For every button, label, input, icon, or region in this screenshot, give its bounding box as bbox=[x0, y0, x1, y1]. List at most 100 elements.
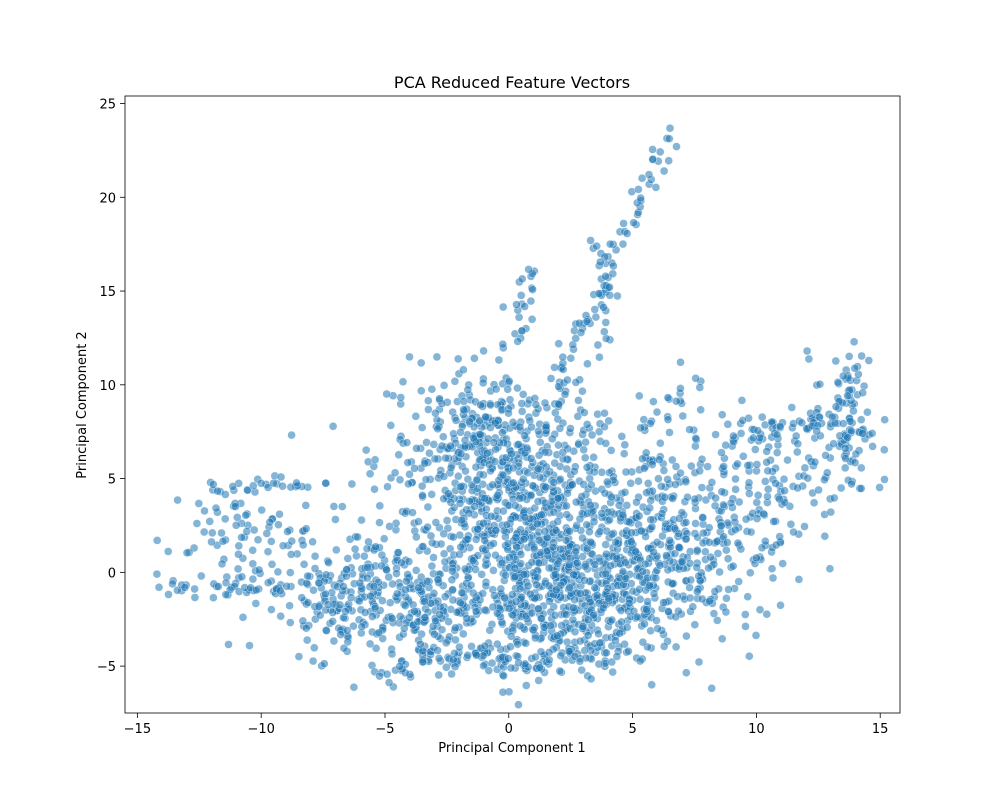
scatter-point bbox=[224, 640, 233, 649]
scatter-point bbox=[180, 583, 190, 592]
scatter-point bbox=[387, 614, 397, 623]
scatter-point bbox=[427, 384, 437, 394]
scatter-point bbox=[471, 535, 481, 544]
scatter-point bbox=[511, 501, 520, 510]
scatter-point bbox=[522, 443, 532, 453]
scatter-point bbox=[599, 303, 608, 312]
scatter-point bbox=[456, 598, 465, 608]
scatter-point bbox=[763, 492, 772, 501]
scatter-point bbox=[278, 481, 287, 491]
scatter-point bbox=[651, 573, 661, 583]
scatter-point bbox=[712, 537, 722, 546]
scatter-point bbox=[510, 563, 520, 573]
scatter-point bbox=[614, 501, 624, 510]
scatter-point bbox=[574, 396, 583, 405]
scatter-point bbox=[544, 563, 554, 573]
scatter-point bbox=[320, 659, 329, 668]
scatter-point bbox=[809, 498, 819, 508]
scatter-point bbox=[401, 601, 410, 610]
scatter-point bbox=[534, 676, 543, 685]
scatter-point bbox=[880, 475, 889, 484]
x-tick-label: 0 bbox=[505, 722, 513, 737]
scatter-point bbox=[423, 522, 432, 532]
scatter-point bbox=[410, 464, 419, 473]
scatter-point bbox=[360, 551, 369, 561]
scatter-point bbox=[570, 595, 579, 605]
scatter-point bbox=[602, 549, 611, 559]
scatter-point bbox=[636, 193, 645, 203]
scatter-point bbox=[556, 544, 565, 554]
scatter-point bbox=[555, 424, 565, 433]
scatter-point bbox=[685, 593, 695, 603]
scatter-point bbox=[361, 445, 371, 455]
scatter-point bbox=[767, 417, 776, 427]
scatter-point bbox=[436, 539, 446, 549]
scatter-point bbox=[778, 559, 787, 568]
scatter-point bbox=[868, 442, 877, 451]
scatter-point bbox=[401, 585, 410, 594]
scatter-point bbox=[533, 573, 542, 582]
scatter-point bbox=[803, 473, 813, 483]
scatter-point bbox=[480, 494, 489, 503]
scatter-point bbox=[741, 622, 750, 631]
scatter-point bbox=[544, 581, 554, 591]
scatter-point bbox=[594, 427, 604, 436]
scatter-point bbox=[321, 589, 330, 599]
scatter-point bbox=[416, 639, 425, 649]
scatter-point bbox=[518, 390, 528, 399]
chart-title: PCA Reduced Feature Vectors bbox=[394, 73, 630, 92]
scatter-point bbox=[420, 597, 429, 606]
x-tick-label: −10 bbox=[247, 722, 274, 737]
scatter-point bbox=[673, 592, 682, 601]
scatter-point bbox=[355, 578, 365, 588]
scatter-point bbox=[581, 437, 590, 447]
scatter-point bbox=[379, 534, 389, 543]
scatter-point bbox=[637, 173, 647, 183]
scatter-point bbox=[190, 593, 200, 602]
scatter-point bbox=[411, 566, 421, 575]
scatter-point bbox=[521, 639, 531, 648]
scatter-point bbox=[496, 584, 506, 594]
scatter-point bbox=[217, 559, 227, 569]
scatter-point bbox=[480, 536, 489, 545]
scatter-point bbox=[456, 542, 465, 552]
scatter-point bbox=[600, 327, 609, 336]
scatter-point bbox=[841, 454, 850, 463]
scatter-point bbox=[826, 507, 836, 517]
scatter-point bbox=[856, 415, 866, 424]
scatter-point bbox=[341, 607, 350, 616]
scatter-point bbox=[488, 602, 498, 612]
scatter-point bbox=[422, 438, 431, 447]
scatter-point bbox=[456, 482, 465, 492]
scatter-point bbox=[425, 448, 434, 458]
scatter-point bbox=[565, 583, 574, 592]
scatter-point bbox=[649, 397, 658, 406]
scatter-point bbox=[597, 509, 606, 518]
scatter-point bbox=[590, 560, 600, 569]
scatter-point bbox=[612, 554, 622, 563]
scatter-point bbox=[836, 483, 846, 493]
scatter-point bbox=[463, 385, 473, 395]
scatter-point bbox=[524, 265, 533, 274]
scatter-point bbox=[753, 426, 763, 435]
scatter-point bbox=[624, 517, 634, 527]
scatter-point bbox=[463, 534, 473, 544]
y-tick-label: 0 bbox=[108, 566, 116, 581]
scatter-point bbox=[199, 527, 209, 537]
scatter-point bbox=[286, 618, 295, 627]
scatter-point bbox=[571, 378, 581, 387]
scatter-point bbox=[849, 337, 859, 347]
scatter-point bbox=[321, 626, 331, 635]
scatter-point bbox=[302, 578, 311, 588]
scatter-point bbox=[459, 397, 469, 406]
y-axis-label: Principal Component 2 bbox=[75, 331, 90, 478]
scatter-point bbox=[154, 583, 164, 592]
scatter-point bbox=[274, 520, 283, 529]
scatter-point bbox=[601, 569, 611, 579]
scatter-point bbox=[605, 515, 614, 525]
scatter-point bbox=[622, 623, 632, 632]
scatter-point bbox=[504, 604, 514, 613]
scatter-point bbox=[573, 558, 582, 568]
x-tick-label: 5 bbox=[628, 722, 636, 737]
scatter-point bbox=[544, 648, 554, 657]
